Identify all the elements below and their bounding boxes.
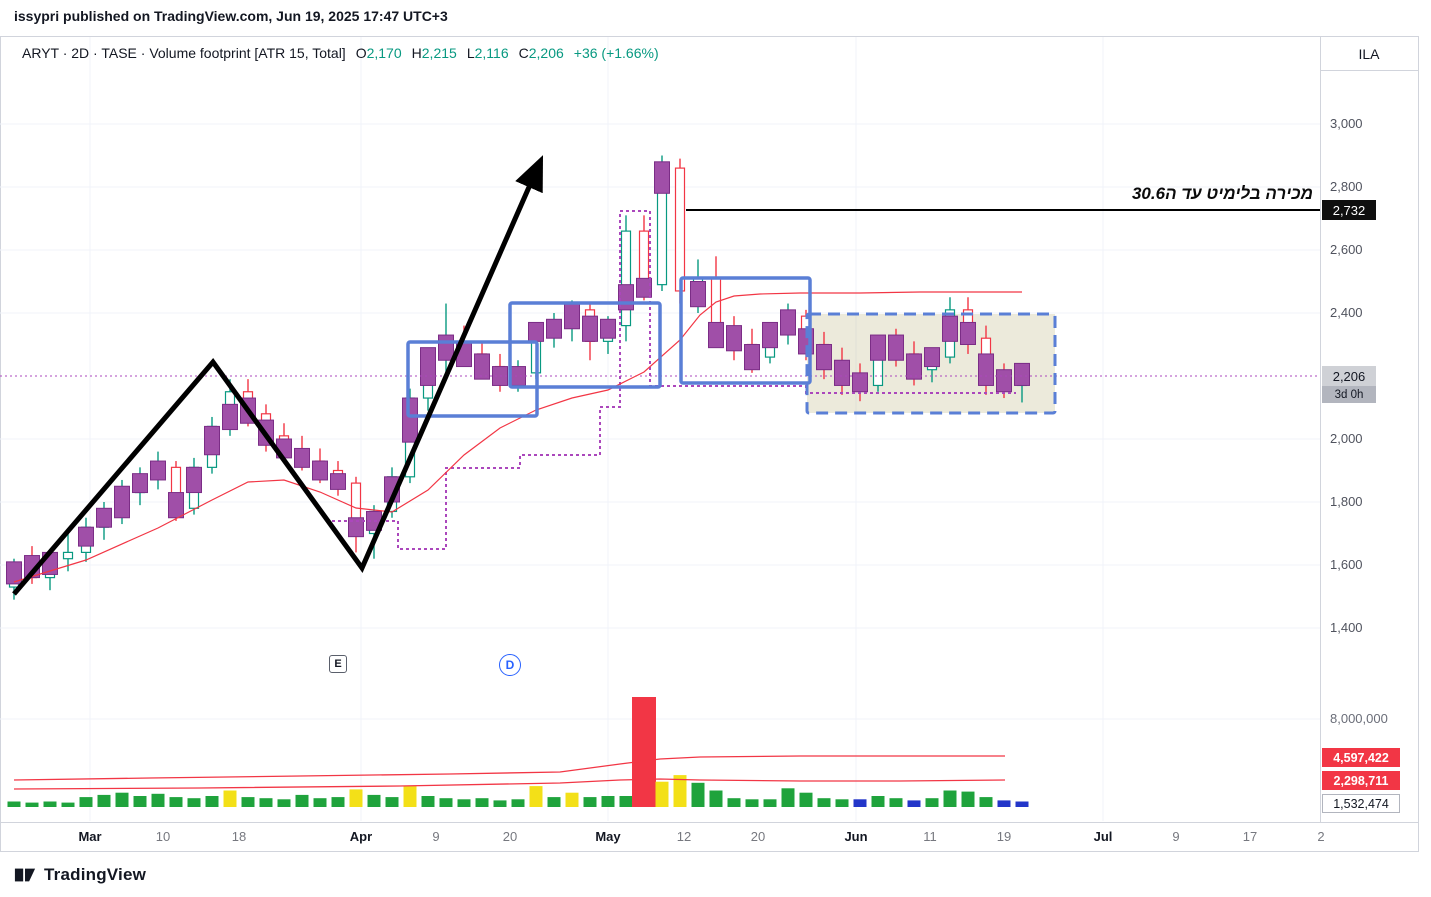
tradingview-brand-text: TradingView (44, 865, 147, 884)
sell-limit-annotation[interactable]: מכירה בלימיט עד ה30.6 (1131, 184, 1313, 203)
currency-label: ILA (1320, 37, 1418, 71)
symbol-description: ARYT · 2D · TASE · Volume footprint [ATR… (22, 45, 346, 61)
earnings-marker[interactable]: E (329, 655, 347, 673)
volume-current-label: 1,532,474 (1322, 794, 1400, 813)
ohlc-low: L2,116 (466, 45, 509, 61)
volume-axis-tick: 8,000,000 (1330, 711, 1388, 726)
ohlc-close: C2,206 (518, 45, 564, 61)
publisher-line[interactable]: issypri published on TradingView.com, Ju… (14, 8, 448, 24)
bar-countdown-label: 3d 0h (1322, 386, 1376, 403)
chart-canvas[interactable] (0, 36, 1320, 822)
dividend-marker[interactable]: D (499, 654, 521, 676)
chart-legend[interactable]: ARYT · 2D · TASE · Volume footprint [ATR… (22, 45, 659, 61)
tradingview-brand-link[interactable]: TradingView (14, 864, 146, 886)
change-value: +36 (+1.66%) (573, 45, 659, 61)
volume-ma2-label: 2,298,711 (1322, 771, 1400, 790)
last-price-label: 2,206 (1322, 366, 1376, 386)
price-axis-divider (1320, 36, 1321, 822)
volume-ma1-label: 4,597,422 (1322, 748, 1400, 767)
ohlc-high: H2,215 (411, 45, 457, 61)
limit-price-label: 2,732 (1322, 200, 1376, 220)
ohlc-open: O2,170 (355, 45, 402, 61)
time-axis-divider (0, 822, 1419, 823)
tradingview-logo-icon (14, 868, 36, 882)
